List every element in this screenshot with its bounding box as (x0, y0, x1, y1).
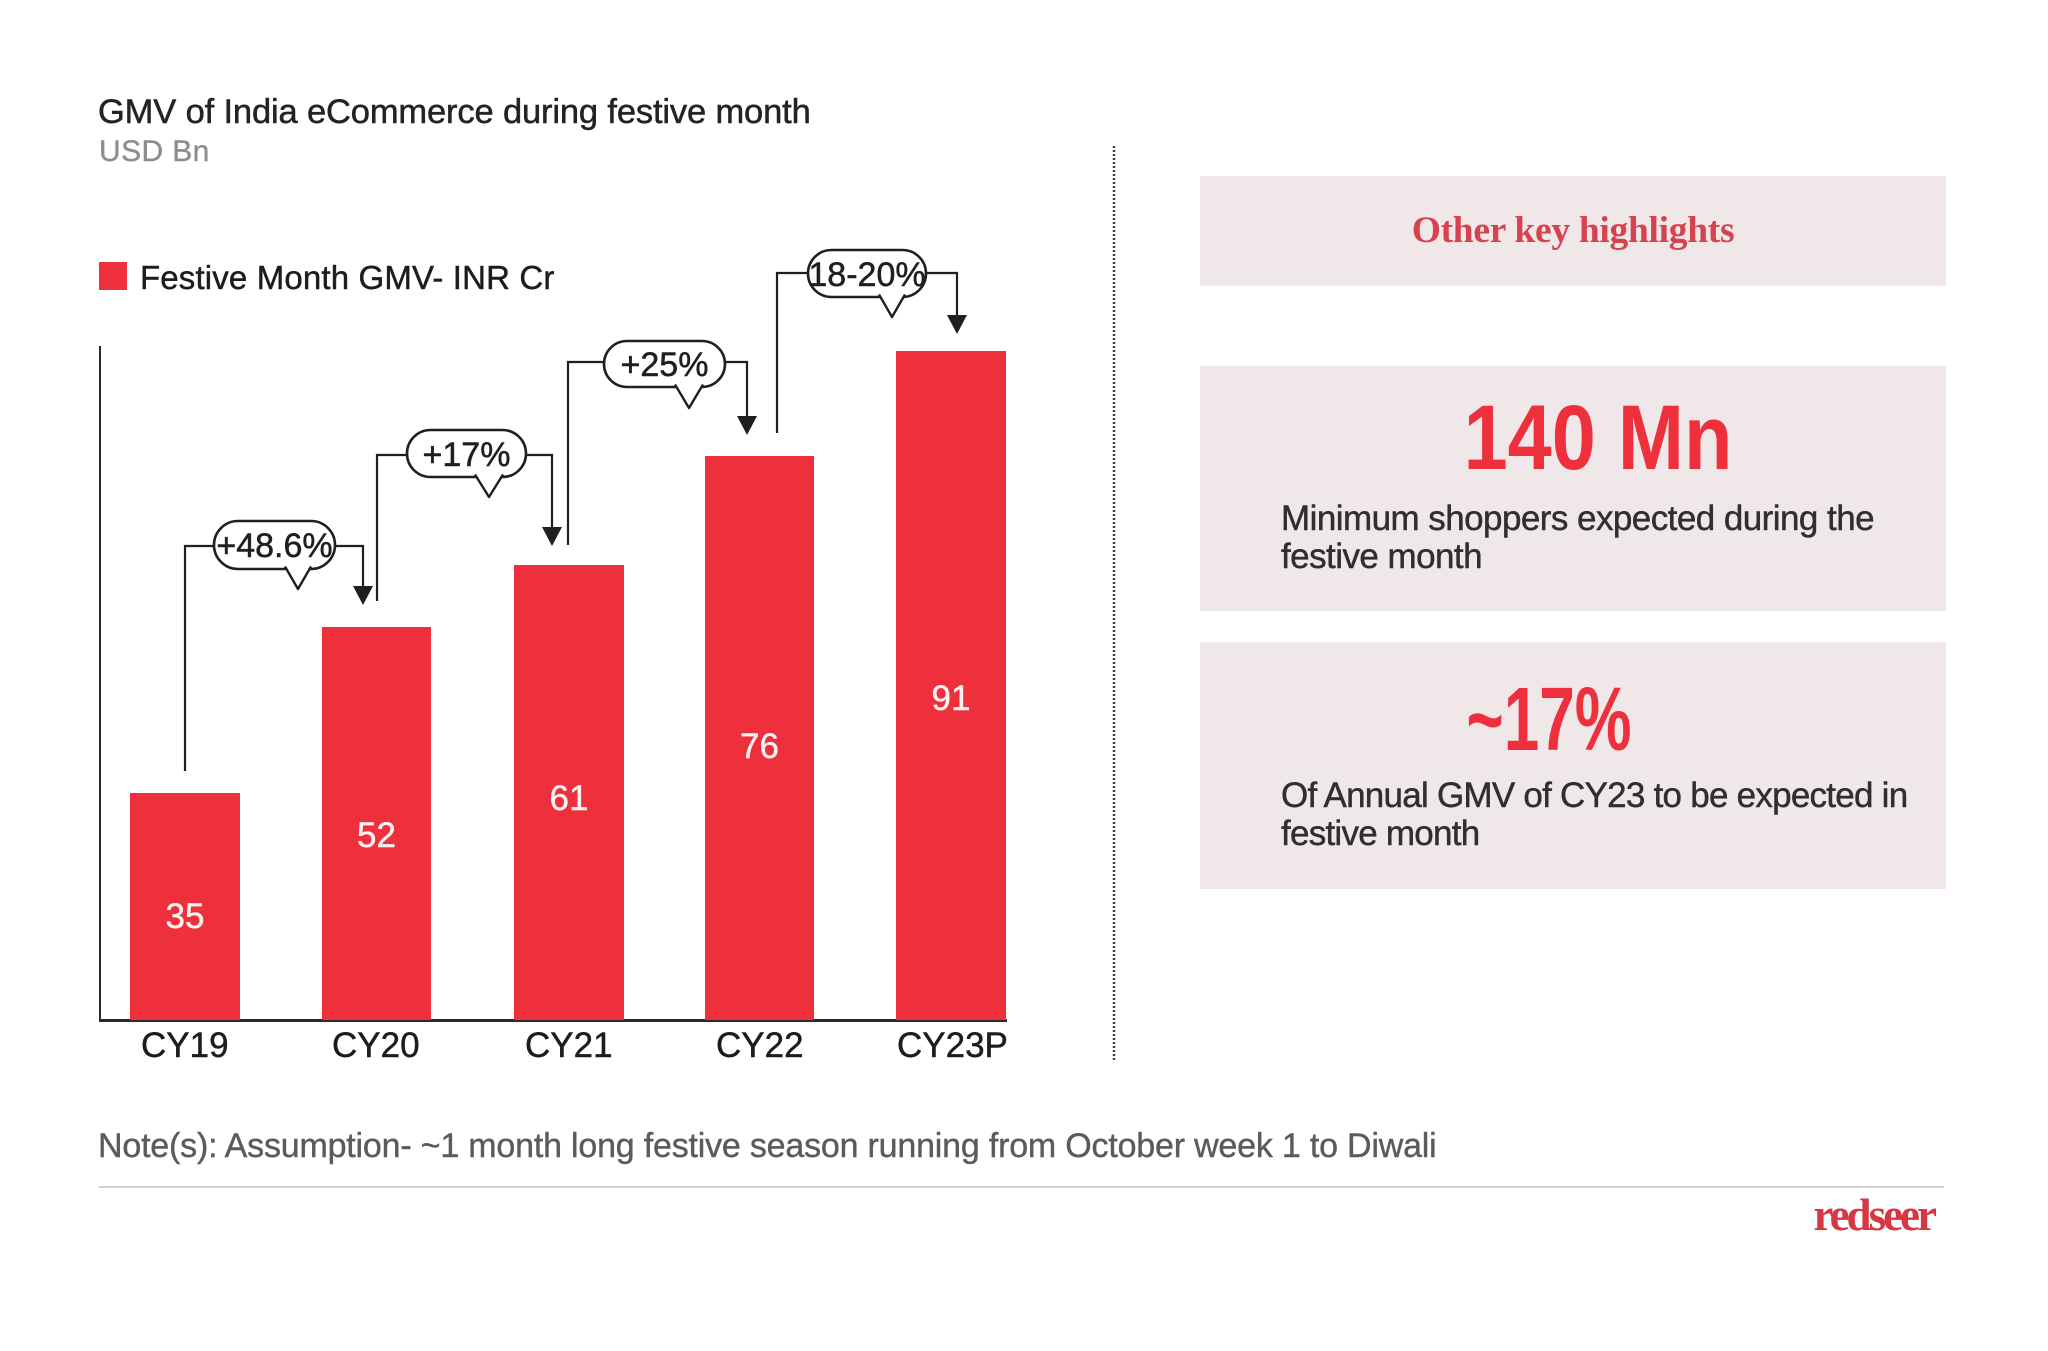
svg-text:+17%: +17% (423, 436, 511, 474)
svg-text:+48.6%: +48.6% (216, 527, 332, 565)
svg-text:18-20%: 18-20% (808, 256, 925, 294)
svg-text:+25%: +25% (621, 346, 709, 384)
